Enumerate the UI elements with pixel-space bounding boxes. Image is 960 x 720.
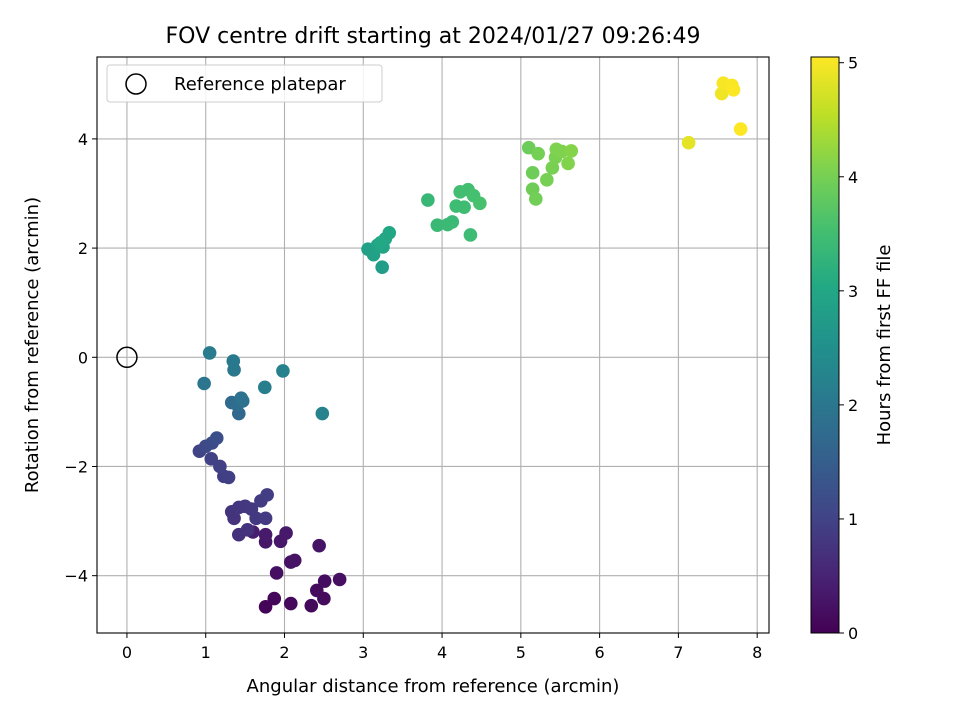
colorbar: 0 1 2 3 4 5 Hours from first FF file bbox=[810, 54, 895, 643]
scatter-point bbox=[276, 364, 290, 378]
legend-marker-icon bbox=[125, 73, 147, 95]
scatter-point bbox=[375, 260, 389, 274]
scatter-point bbox=[463, 228, 478, 242]
x-tick-label: 8 bbox=[752, 643, 762, 662]
legend: Reference platepar bbox=[106, 64, 383, 103]
scatter-point bbox=[531, 146, 545, 161]
scatter-point bbox=[258, 527, 273, 542]
colorbar-tick-label: 2 bbox=[848, 396, 858, 415]
scatter-point bbox=[249, 511, 263, 526]
scatter-point bbox=[430, 218, 445, 232]
scatter-point bbox=[445, 215, 460, 229]
scatter-point bbox=[279, 526, 293, 540]
y-tick-label: −2 bbox=[64, 457, 88, 476]
scatter-point bbox=[529, 192, 543, 206]
y-tick-label: −4 bbox=[64, 567, 88, 586]
scatter-point bbox=[234, 391, 248, 406]
scatter-point bbox=[421, 193, 435, 207]
x-tick-label: 6 bbox=[595, 643, 605, 662]
x-tick-label: 1 bbox=[201, 643, 211, 662]
scatter-point bbox=[209, 431, 224, 445]
grid bbox=[97, 57, 769, 633]
scatter-point bbox=[240, 523, 255, 537]
scatter-point bbox=[681, 135, 696, 150]
y-axis-ticks: −4 −2 0 2 4 bbox=[64, 130, 97, 586]
scatter-point bbox=[202, 346, 217, 360]
colorbar-gradient bbox=[810, 56, 840, 634]
scatter-point bbox=[545, 161, 560, 175]
x-tick-label: 7 bbox=[673, 643, 683, 662]
scatter-point bbox=[457, 200, 471, 214]
colorbar-tick-label: 4 bbox=[848, 168, 858, 187]
colorbar-label: Hours from first FF file bbox=[874, 245, 895, 446]
scatter-point bbox=[284, 596, 298, 611]
scatter-point bbox=[332, 572, 347, 587]
x-tick-label: 2 bbox=[279, 643, 289, 662]
y-tick-label: 0 bbox=[78, 348, 88, 367]
scatter-point bbox=[317, 574, 332, 588]
scatter-point bbox=[382, 226, 397, 240]
scatter-point bbox=[561, 156, 575, 171]
y-tick-label: 2 bbox=[78, 239, 88, 258]
scatter-point bbox=[304, 598, 319, 613]
reference-platepar-marker bbox=[116, 346, 138, 369]
x-tick-label: 4 bbox=[437, 643, 447, 662]
scatter-point bbox=[309, 583, 324, 598]
plot-frame bbox=[96, 56, 770, 634]
scatter-point bbox=[197, 376, 211, 391]
y-axis-label: Rotation from reference (arcmin) bbox=[22, 197, 43, 493]
scatter-point bbox=[312, 538, 326, 553]
scatter-point bbox=[714, 86, 729, 101]
scatter-point bbox=[258, 599, 273, 614]
colorbar-tick-label: 0 bbox=[848, 624, 858, 643]
scatter-point bbox=[726, 82, 741, 97]
scatter-point bbox=[373, 235, 388, 250]
colorbar-tick-label: 1 bbox=[848, 510, 858, 529]
scatter-point bbox=[564, 144, 579, 158]
scatter-point bbox=[473, 196, 487, 211]
legend-box bbox=[106, 64, 383, 103]
scatter-point bbox=[287, 553, 302, 568]
scatter-point bbox=[269, 566, 284, 580]
scatter-point bbox=[315, 406, 330, 421]
scatter-point bbox=[733, 122, 748, 136]
x-axis-ticks: 0 1 2 3 4 5 6 7 8 bbox=[122, 633, 762, 662]
scatter-point bbox=[540, 173, 554, 187]
x-axis-label: Angular distance from reference (arcmin) bbox=[247, 676, 620, 697]
colorbar-tick-label: 5 bbox=[848, 54, 858, 73]
scatter-point bbox=[258, 380, 272, 395]
x-tick-label: 0 bbox=[122, 643, 132, 662]
scatter-point bbox=[260, 488, 274, 502]
scatter-point bbox=[258, 511, 273, 526]
scatter-point bbox=[267, 591, 282, 606]
colorbar-tick-label: 3 bbox=[848, 282, 858, 301]
scatter-point bbox=[221, 470, 236, 485]
scatter-points bbox=[192, 76, 748, 614]
legend-entry-reference: Reference platepar bbox=[174, 74, 346, 95]
chart-title: FOV centre drift starting at 2024/01/27 … bbox=[166, 24, 701, 49]
x-tick-label: 5 bbox=[516, 643, 526, 662]
scatter-point bbox=[204, 452, 219, 466]
colorbar-ticks: 0 1 2 3 4 5 bbox=[839, 54, 858, 643]
scatter-point bbox=[525, 165, 540, 180]
x-tick-label: 3 bbox=[358, 643, 368, 662]
scatter-point bbox=[226, 354, 241, 368]
reference-marker-group bbox=[116, 346, 138, 369]
y-tick-label: 4 bbox=[78, 130, 88, 149]
